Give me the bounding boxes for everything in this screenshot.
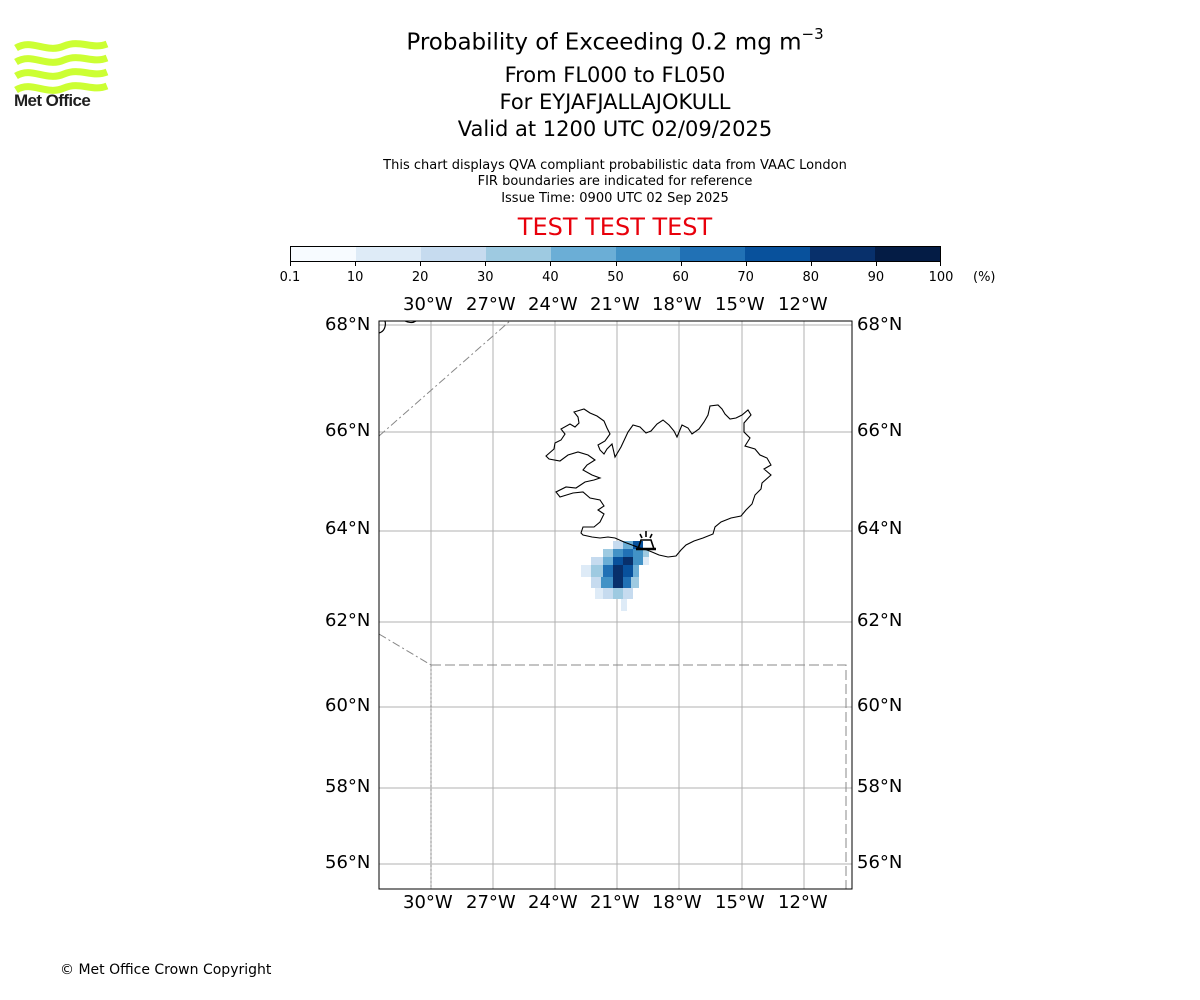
- lon-label-bottom: 12°W: [778, 892, 828, 913]
- colorbar-segment: [680, 247, 746, 261]
- lon-label-top: 24°W: [528, 294, 578, 315]
- colorbar-segment: [355, 247, 421, 261]
- colorbar-tick: [355, 262, 357, 266]
- logo-text: Met Office: [14, 91, 91, 110]
- lat-label-left: 64°N: [325, 518, 371, 539]
- lat-label-right: 66°N: [857, 420, 903, 441]
- lat-label-left: 62°N: [325, 610, 371, 631]
- colorbar-tick-label: 50: [607, 270, 624, 285]
- lon-label-top: 21°W: [590, 294, 640, 315]
- colorbar-tick-label: 30: [477, 270, 494, 285]
- lat-label-right: 68°N: [857, 314, 903, 335]
- lat-label-left: 66°N: [325, 420, 371, 441]
- copyright-notice: © Met Office Crown Copyright: [60, 962, 272, 978]
- colorbar-tick-label: 10: [346, 270, 364, 285]
- lat-label-right: 64°N: [857, 518, 903, 539]
- lat-label-right: 58°N: [857, 776, 903, 797]
- test-banner: TEST TEST TEST: [517, 213, 713, 241]
- lat-label-left: 68°N: [325, 314, 371, 335]
- chart-title: Probability of Exceeding 0.2 mg m−3: [406, 25, 824, 56]
- colorbar-tick: [680, 262, 682, 266]
- colorbar-tick-label: 80: [802, 270, 820, 285]
- lon-label-bottom: 24°W: [528, 892, 578, 913]
- colorbar-tick-label: 70: [737, 270, 754, 285]
- lon-label-top: 15°W: [715, 294, 765, 315]
- lat-label-right: 62°N: [857, 610, 903, 631]
- lon-label-bottom: 21°W: [590, 892, 640, 913]
- ash-probability-field: [581, 541, 649, 611]
- colorbar-segment: [485, 247, 551, 261]
- note-fir: FIR boundaries are indicated for referen…: [477, 174, 753, 189]
- colorbar-tick: [615, 262, 617, 266]
- lon-label-top: 12°W: [778, 294, 828, 315]
- colorbar-tick-label: 100: [928, 270, 954, 285]
- colorbar-tick: [875, 262, 877, 266]
- colorbar-tick-label: 60: [672, 270, 689, 285]
- colorbar-tick: [420, 262, 422, 266]
- colorbar-tick: [940, 262, 941, 266]
- colorbar-unit: (%): [973, 270, 996, 285]
- met-office-logo-icon: [14, 40, 109, 94]
- valid-time: Valid at 1200 UTC 02/09/2025: [457, 117, 773, 141]
- map-frame: [378, 320, 853, 890]
- colorbar-tick: [550, 262, 552, 266]
- lon-label-bottom: 18°W: [652, 892, 702, 913]
- colorbar-tick: [745, 262, 747, 266]
- lon-label-top: 30°W: [403, 294, 453, 315]
- colorbar-tick-label: 20: [411, 270, 429, 285]
- lat-label-left: 56°N: [325, 852, 371, 873]
- colorbar-tick: [290, 262, 291, 266]
- lon-label-top: 18°W: [652, 294, 702, 315]
- lat-label-left: 60°N: [325, 695, 371, 716]
- fir-boundaries: [379, 321, 847, 889]
- lat-label-left: 58°N: [325, 776, 371, 797]
- lon-label-top: 27°W: [466, 294, 516, 315]
- iceland-coastline: [545, 404, 772, 558]
- title-superscript: −3: [801, 25, 824, 43]
- colorbar-segment: [550, 247, 616, 261]
- colorbar-segment: [291, 247, 356, 261]
- volcano-icon: [636, 531, 656, 551]
- volcano-name: For EYJAFJALLAJOKULL: [499, 90, 731, 114]
- lat-label-right: 56°N: [857, 852, 903, 873]
- lon-label-bottom: 15°W: [715, 892, 765, 913]
- map-gridlines: [379, 321, 852, 889]
- colorbar-tick: [485, 262, 487, 266]
- lon-label-bottom: 27°W: [466, 892, 516, 913]
- colorbar-segment: [420, 247, 486, 261]
- colorbar: [290, 246, 941, 262]
- note-qva: This chart displays QVA compliant probab…: [383, 158, 847, 173]
- note-issue-time: Issue Time: 0900 UTC 02 Sep 2025: [501, 191, 729, 206]
- colorbar-tick-label: 90: [867, 270, 885, 285]
- colorbar-segment: [810, 247, 876, 261]
- colorbar-tick-label: 40: [542, 270, 559, 285]
- colorbar-tick: [810, 262, 812, 266]
- lon-label-bottom: 30°W: [403, 892, 453, 913]
- colorbar-tick-label: 0.1: [279, 270, 301, 285]
- lat-label-right: 60°N: [857, 695, 903, 716]
- flight-level-range: From FL000 to FL050: [504, 63, 726, 87]
- colorbar-segment: [615, 247, 681, 261]
- colorbar-segment: [745, 247, 811, 261]
- colorbar-segment: [875, 247, 941, 261]
